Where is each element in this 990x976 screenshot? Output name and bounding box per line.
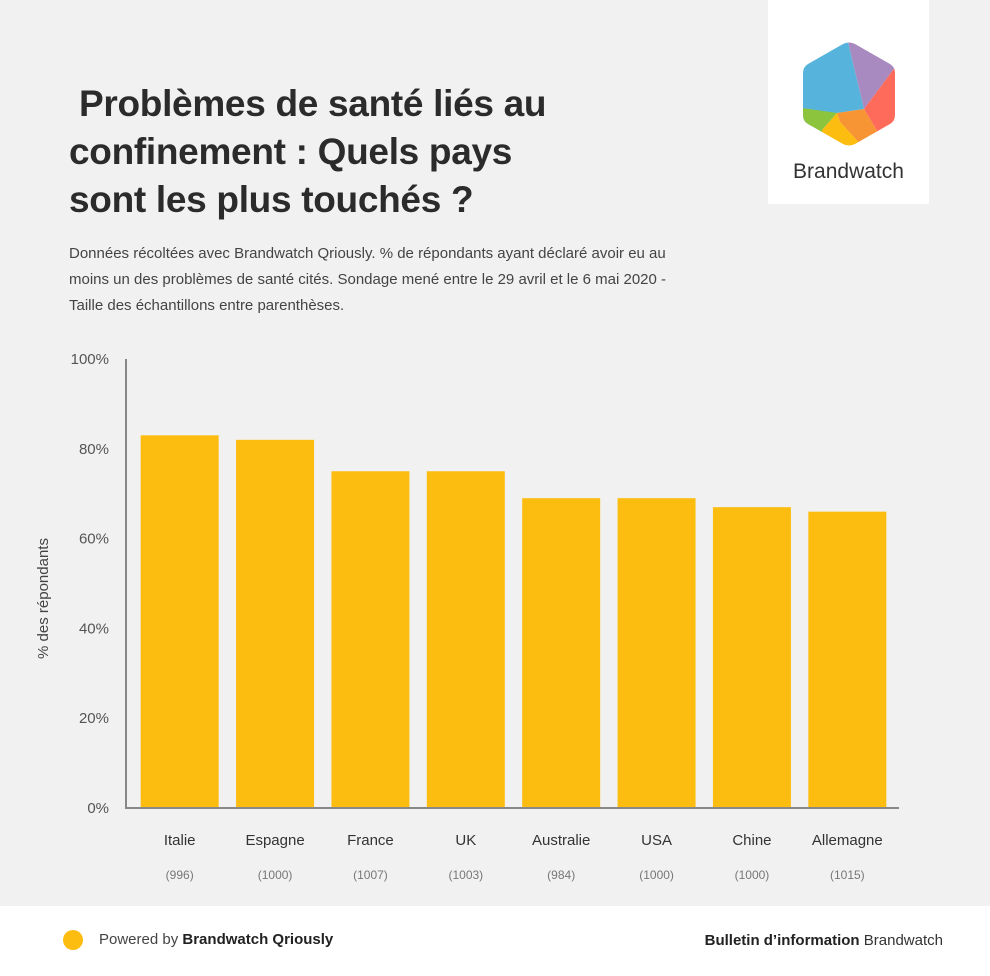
x-tick-label: Allemagne	[812, 832, 883, 849]
x-tick-label: UK	[455, 832, 476, 849]
sample-size-label: (1000)	[258, 868, 293, 882]
bulletin-brand: Brandwatch	[859, 932, 943, 949]
x-tick-label: USA	[641, 832, 672, 849]
brandwatch-logo: Brandwatch	[768, 0, 929, 204]
chart-subtitle: Données récoltées avec Brandwatch Qrious…	[69, 245, 667, 314]
y-tick-label: 20%	[79, 710, 109, 727]
sample-size-label: (984)	[547, 868, 575, 882]
powered-prefix: Powered by	[99, 931, 183, 948]
y-axis-ticks: 0% 20% 40% 60% 80% 100%	[71, 351, 109, 817]
footer: Powered by Brandwatch Qriously Bulletin …	[0, 906, 990, 976]
y-axis-label: % des répondants	[35, 538, 52, 659]
chart-title: Problèmes de santé liés au confinement :…	[69, 83, 547, 220]
bar-chine	[712, 507, 791, 808]
bar-italie	[140, 435, 219, 808]
y-tick-label: 100%	[71, 351, 109, 368]
bar-france	[331, 471, 410, 808]
bar-uk	[426, 471, 505, 808]
y-tick-label: 80%	[79, 441, 109, 458]
x-tick-label: Italie	[164, 832, 196, 849]
bar-espagne	[236, 439, 315, 808]
qriously-dot-icon	[63, 930, 83, 950]
sample-size-label: (1000)	[735, 868, 770, 882]
bar-australie	[522, 498, 601, 808]
x-tick-label: Chine	[732, 832, 771, 849]
powered-by-text: Powered by Brandwatch Qriously	[99, 931, 333, 948]
bars	[140, 435, 887, 808]
x-tick-label: Australie	[532, 832, 590, 849]
bar-allemagne	[808, 511, 887, 808]
y-tick-label: 60%	[79, 531, 109, 548]
sample-size-label: (1015)	[830, 868, 865, 882]
bar-usa	[617, 498, 696, 808]
x-tick-label: France	[347, 832, 394, 849]
sample-size-label: (1007)	[353, 868, 388, 882]
x-axis-labels: Italie (996) Espagne (1000) France (1007) UK (1…	[164, 832, 883, 882]
sample-size-label: (996)	[166, 868, 194, 882]
x-tick-label: Espagne	[245, 832, 304, 849]
bar-chart: % des répondants 0% 20% 40% 60% 80% 100% Ital…	[35, 351, 899, 882]
y-tick-label: 0%	[87, 800, 109, 817]
brandwatch-logo-text: Brandwatch	[793, 160, 904, 183]
brandwatch-hexagon-logo-icon	[803, 42, 895, 146]
bulletin-text[interactable]: Bulletin d’information Brandwatch	[705, 932, 943, 949]
y-tick-label: 40%	[79, 620, 109, 637]
sample-size-label: (1003)	[448, 868, 483, 882]
powered-brand: Brandwatch Qriously	[182, 931, 334, 948]
sample-size-label: (1000)	[639, 868, 674, 882]
bulletin-bold: Bulletin d’information	[704, 932, 860, 949]
